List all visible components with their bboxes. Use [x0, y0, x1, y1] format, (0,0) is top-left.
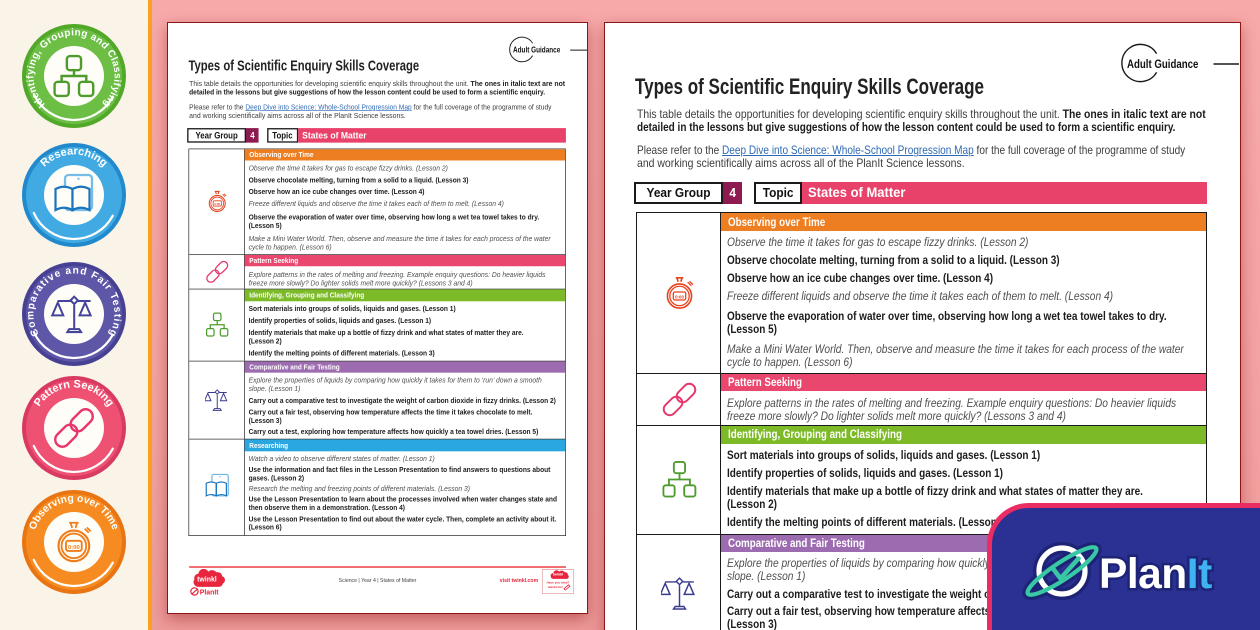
svg-text:Have you tried?: Have you tried?: [546, 580, 569, 584]
svg-text:0:00: 0:00: [214, 202, 220, 206]
svg-text:PlanIt: PlanIt: [200, 589, 220, 596]
svg-text:twinkl Go!: twinkl Go!: [548, 585, 563, 589]
svg-text:0:00: 0:00: [675, 294, 684, 299]
svg-text:PlanIt: PlanIt: [1099, 551, 1212, 598]
svg-text:0:00: 0:00: [68, 545, 80, 551]
svg-text:Adult Guidance: Adult Guidance: [513, 46, 560, 55]
svg-text:twinkl: twinkl: [553, 572, 563, 576]
svg-text:Adult Guidance: Adult Guidance: [1127, 58, 1198, 71]
svg-text:twinkl: twinkl: [197, 576, 217, 583]
